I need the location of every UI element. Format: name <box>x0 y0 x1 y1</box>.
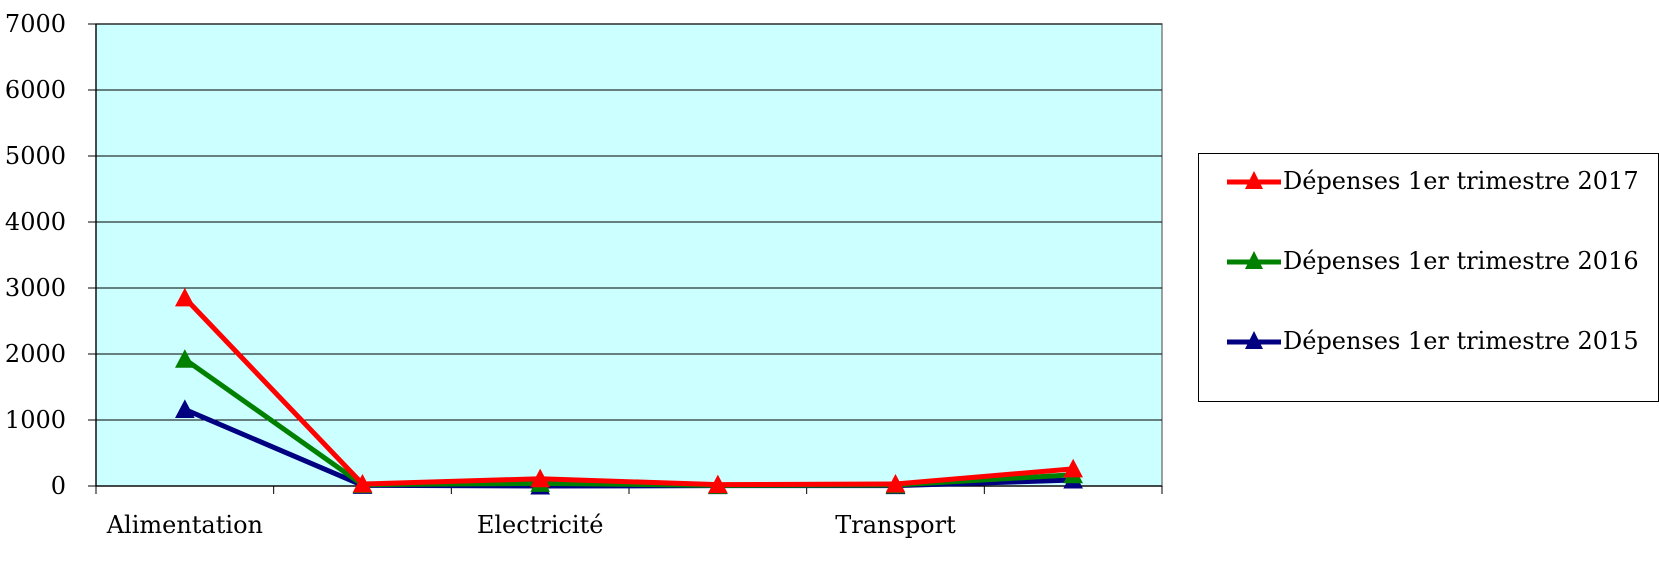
series-line <box>182 295 1076 488</box>
y-tick-label: 5000 <box>5 142 66 170</box>
y-axis-ticks: 0 1000 2000 3000 4000 5000 6000 7000 <box>5 10 96 500</box>
legend-item: Dépenses 1er trimestre 2016 <box>1199 242 1658 322</box>
legend-marker <box>1245 251 1263 269</box>
legend-swatch <box>1227 331 1281 349</box>
data-point-marker <box>885 473 906 493</box>
data-point-marker <box>1063 458 1083 478</box>
y-tick-label: 4000 <box>5 208 66 236</box>
legend-swatch <box>1227 171 1281 189</box>
y-tick-label: 6000 <box>5 76 66 104</box>
x-tick-label: Transport <box>835 511 956 539</box>
x-tick-label: Alimentation <box>106 511 263 539</box>
y-tick-label: 2000 <box>5 340 66 368</box>
legend-label: Dépenses 1er trimestre 2016 <box>1283 247 1639 275</box>
legend-swatch <box>1227 251 1281 269</box>
legend-label: Dépenses 1er trimestre 2017 <box>1283 167 1639 195</box>
legend-item: Dépenses 1er trimestre 2015 <box>1199 322 1658 402</box>
plot-area <box>95 23 1163 487</box>
legend: Dépenses 1er trimestre 2017 Dépenses 1er … <box>1198 153 1659 402</box>
legend-marker <box>1245 331 1263 349</box>
data-point-marker <box>530 468 550 488</box>
data-point-marker <box>175 399 195 418</box>
series-markers <box>175 287 1083 495</box>
y-tick-label: 7000 <box>5 10 66 38</box>
data-point-marker <box>175 287 195 307</box>
y-tick-label: 3000 <box>5 274 66 302</box>
x-axis-ticks: Alimentation Electricité Transport <box>95 486 1163 539</box>
data-point-marker <box>175 349 195 368</box>
data-point-marker <box>708 474 728 494</box>
data-point-marker <box>352 473 373 493</box>
legend-label: Dépenses 1er trimestre 2015 <box>1283 327 1639 355</box>
y-tick-label: 0 <box>51 472 66 500</box>
legend-marker <box>1245 171 1263 189</box>
x-tick-label: Electricité <box>477 511 604 539</box>
series-lines <box>182 295 1076 489</box>
y-tick-label: 1000 <box>5 406 66 434</box>
legend-item: Dépenses 1er trimestre 2017 <box>1199 162 1658 242</box>
